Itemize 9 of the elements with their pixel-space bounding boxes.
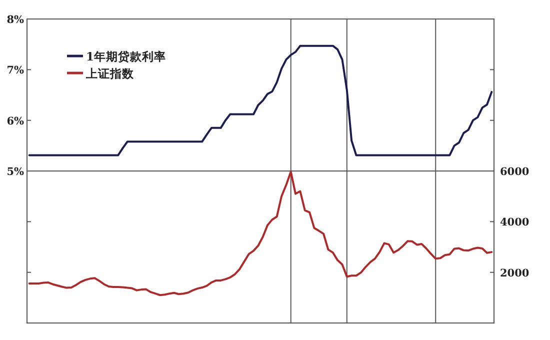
y2-tick-label: 2000 xyxy=(500,267,530,280)
y-tick-label: 8% xyxy=(6,14,24,26)
legend-label: 上证指数 xyxy=(85,66,135,80)
y2-tick-label: 6000 xyxy=(500,166,530,178)
y-tick-label: 5% xyxy=(6,166,24,178)
y2-tick-label: 4000 xyxy=(500,216,530,229)
legend-label: 1年期贷款利率 xyxy=(86,50,166,64)
y-tick-label: 7% xyxy=(6,64,24,77)
y-tick-label: 6% xyxy=(6,115,24,128)
